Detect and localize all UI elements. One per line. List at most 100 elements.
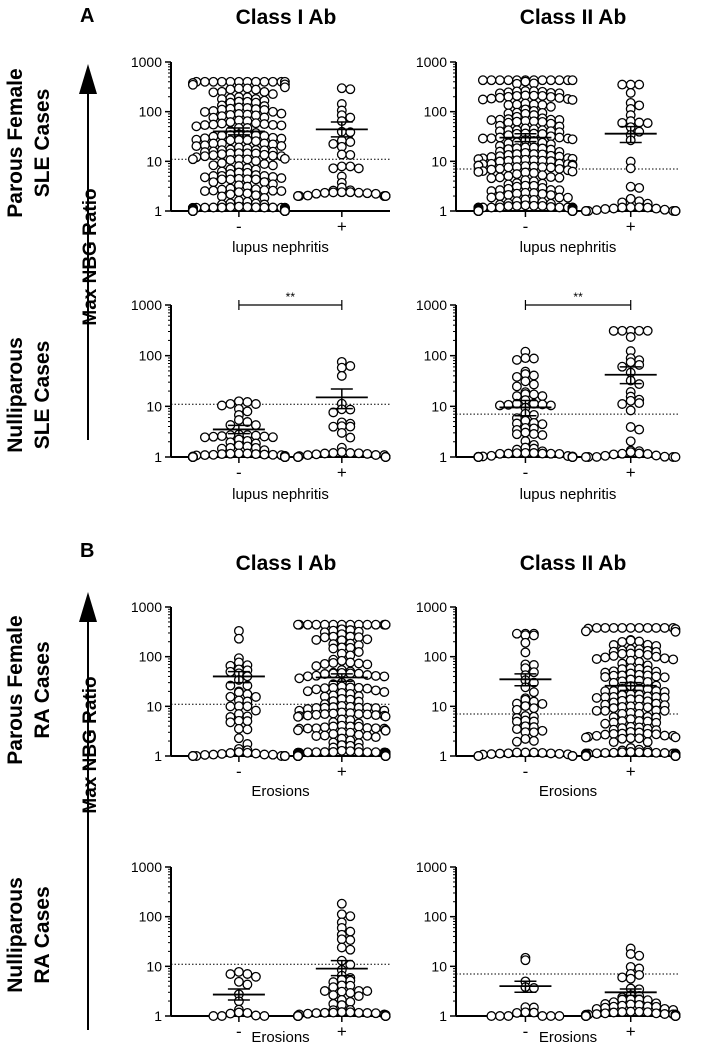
data-point bbox=[208, 150, 219, 161]
data-point bbox=[670, 732, 681, 743]
data-point bbox=[345, 657, 356, 668]
row-label-a-nullip-2: SLE Cases bbox=[31, 341, 54, 450]
data-point bbox=[520, 733, 531, 744]
data-point bbox=[634, 648, 645, 659]
plot-a-parous-class2: 1 10 100 1000 - + lupus nephritis bbox=[416, 54, 681, 256]
data-point bbox=[642, 737, 653, 747]
data-point bbox=[634, 325, 645, 336]
data-point bbox=[242, 188, 253, 199]
data-point bbox=[379, 671, 390, 682]
data-point bbox=[208, 1011, 219, 1021]
data-point bbox=[353, 163, 364, 174]
data-point bbox=[494, 748, 505, 759]
data-point bbox=[520, 637, 531, 648]
data-point bbox=[319, 722, 330, 733]
plot-b-parous-class2: 1 10 100 1000 - + Erosions bbox=[416, 599, 681, 800]
x-axis-label: lupus nephritis bbox=[520, 486, 617, 503]
data-point bbox=[494, 202, 505, 213]
data-point bbox=[567, 452, 578, 462]
data-point bbox=[580, 751, 591, 761]
data-point bbox=[537, 391, 548, 402]
data-point bbox=[208, 749, 219, 760]
column-title-class1-a: Class I Ab bbox=[236, 6, 337, 29]
data-point bbox=[199, 120, 210, 131]
data-point bbox=[336, 898, 347, 909]
y-tick-label: 100 bbox=[139, 104, 163, 120]
data-point bbox=[617, 636, 628, 647]
data-point bbox=[336, 934, 347, 945]
y-tick-label: 1 bbox=[154, 449, 162, 465]
x-tick-label: + bbox=[337, 1022, 347, 1041]
data-point bbox=[225, 117, 236, 128]
data-point bbox=[528, 1007, 539, 1018]
data-point bbox=[511, 429, 522, 440]
data-point bbox=[634, 448, 645, 459]
data-point bbox=[259, 149, 270, 160]
data-point bbox=[233, 201, 244, 212]
data-point bbox=[528, 983, 539, 993]
data-point bbox=[242, 406, 253, 417]
data-point bbox=[580, 626, 591, 637]
data-point bbox=[187, 206, 198, 216]
data-point bbox=[567, 206, 578, 216]
data-point bbox=[267, 449, 278, 460]
data-point bbox=[503, 171, 514, 181]
data-point bbox=[362, 619, 373, 630]
data-point bbox=[600, 718, 611, 729]
data-point bbox=[554, 75, 565, 86]
data-point bbox=[625, 949, 636, 959]
data-point bbox=[233, 747, 244, 758]
data-point bbox=[267, 160, 278, 171]
y-tick-label: 100 bbox=[424, 104, 448, 120]
y-tick-label: 1000 bbox=[131, 859, 162, 875]
row-label-a-parous-1: Parous Female bbox=[4, 68, 27, 217]
data-point bbox=[233, 448, 244, 459]
data-point bbox=[670, 206, 681, 216]
data-point bbox=[545, 75, 556, 86]
data-point bbox=[486, 115, 497, 126]
data-point bbox=[345, 84, 356, 95]
data-point bbox=[233, 633, 244, 644]
data-point bbox=[208, 119, 219, 130]
data-point bbox=[537, 430, 548, 441]
data-point bbox=[276, 186, 287, 197]
data-point bbox=[187, 452, 198, 462]
data-point bbox=[651, 450, 662, 461]
data-point bbox=[225, 174, 236, 185]
data-point bbox=[659, 622, 670, 633]
data-point bbox=[600, 652, 611, 663]
data-point bbox=[642, 325, 653, 336]
data-point bbox=[528, 448, 539, 458]
x-tick-label: + bbox=[337, 463, 347, 482]
data-point bbox=[591, 705, 602, 716]
data-point bbox=[199, 151, 210, 162]
significance-label: ** bbox=[573, 290, 583, 304]
data-point bbox=[208, 160, 219, 171]
data-point bbox=[267, 150, 278, 161]
data-point bbox=[353, 632, 364, 643]
data-point bbox=[225, 202, 236, 213]
data-point bbox=[608, 449, 619, 460]
data-point bbox=[545, 131, 556, 142]
data-point bbox=[528, 667, 539, 678]
data-point bbox=[370, 747, 381, 758]
data-point bbox=[250, 449, 261, 460]
data-point bbox=[520, 200, 531, 211]
data-point bbox=[380, 619, 391, 630]
y-tick-label: 1 bbox=[154, 748, 162, 764]
data-point bbox=[486, 749, 497, 760]
data-point bbox=[520, 447, 531, 458]
data-point bbox=[545, 101, 556, 112]
data-point bbox=[328, 421, 339, 432]
data-point bbox=[617, 747, 628, 758]
data-point bbox=[562, 192, 573, 203]
data-point bbox=[528, 389, 539, 400]
row-label-a-nullip-1: Nulliparous bbox=[4, 337, 27, 453]
plots: 1 10 100 1000 - + lupus nephritis 1 10 100 1000 - + l… bbox=[131, 54, 681, 1046]
data-point bbox=[319, 448, 330, 459]
data-point bbox=[250, 190, 261, 201]
data-point bbox=[520, 76, 531, 87]
data-point bbox=[345, 746, 356, 757]
data-point bbox=[199, 749, 210, 760]
